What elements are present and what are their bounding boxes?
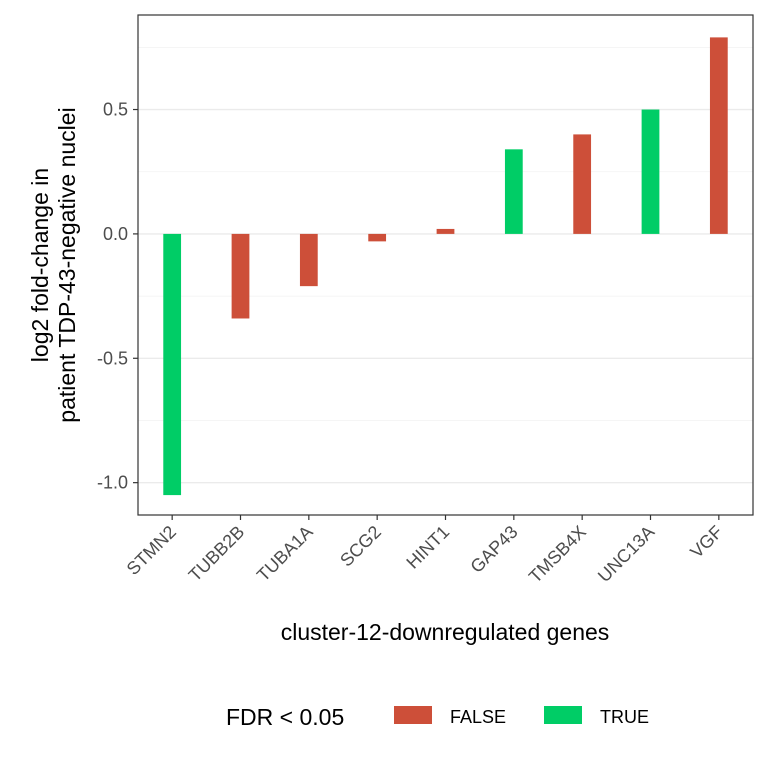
y-tick-label: 0.5 — [103, 100, 128, 120]
x-tick-label-stmn2: STMN2 — [123, 522, 180, 579]
bar-gap43 — [504, 149, 523, 234]
y-axis: -1.0 -0.5 0.0 0.5 — [97, 100, 138, 493]
bar-tmsb4x — [573, 134, 592, 234]
bar-stmn2 — [163, 233, 182, 496]
legend-label-false: FALSE — [450, 707, 506, 727]
y-tick-label: -0.5 — [97, 348, 128, 368]
legend-swatch-true — [544, 706, 582, 724]
legend: FDR < 0.05 FALSE TRUE — [226, 704, 649, 730]
bar-scg2 — [368, 233, 387, 242]
y-axis-title: log2 fold-change in patient TDP-43-negat… — [27, 107, 80, 422]
x-axis: STMN2 TUBB2B TUBA1A SCG2 HINT1 GAP43 TMSB4X UNC… — [123, 515, 727, 587]
x-tick-label-gap43: GAP43 — [466, 522, 521, 577]
plot-panel-border — [137, 14, 754, 516]
legend-label-true: TRUE — [600, 707, 649, 727]
y-tick-label: 0.0 — [103, 224, 128, 244]
x-tick-label-hint1: HINT1 — [402, 522, 453, 573]
bar-vgf — [709, 37, 728, 234]
y-axis-title-line-1: log2 fold-change in — [27, 168, 53, 362]
x-tick-label-tubb2b: TUBB2B — [185, 522, 249, 586]
bars — [163, 37, 728, 496]
x-tick-label-vgf: VGF — [686, 522, 726, 562]
legend-title: FDR < 0.05 — [226, 704, 344, 730]
x-tick-label-scg2: SCG2 — [336, 522, 385, 571]
x-axis-title: cluster-12-downregulated genes — [281, 619, 610, 645]
bar-hint1 — [436, 228, 455, 234]
bar-tuba1a — [299, 233, 318, 287]
x-tick-label-tmsb4x: TMSB4X — [525, 522, 590, 587]
bar-tubb2b — [231, 233, 250, 319]
x-tick-label-unc13a: UNC13A — [594, 522, 658, 586]
bar-unc13a — [641, 109, 660, 234]
grid-lines — [138, 46, 753, 484]
y-tick-label: -1.0 — [97, 473, 128, 493]
y-axis-title-line-2: patient TDP-43-negative nuclei — [54, 107, 80, 422]
x-tick-label-tuba1a: TUBA1A — [253, 522, 317, 586]
legend-swatch-false — [394, 706, 432, 724]
